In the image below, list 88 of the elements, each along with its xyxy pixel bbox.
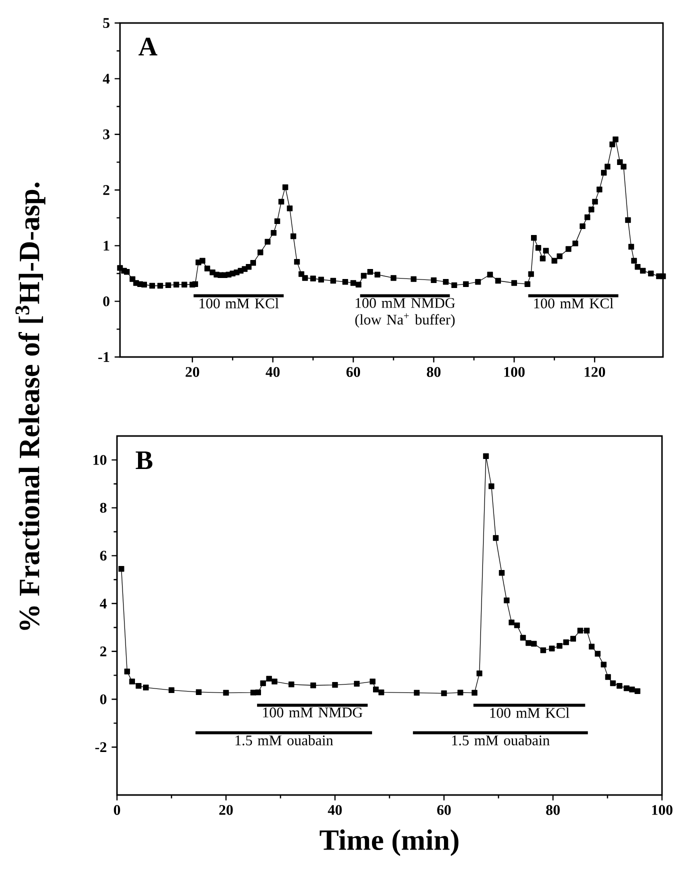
point bbox=[272, 678, 278, 684]
y-tick-label: -1 bbox=[98, 352, 110, 362]
point bbox=[378, 689, 384, 696]
x-tick-label: 40 bbox=[266, 367, 280, 377]
series-label: 1.5 mM ouabain bbox=[452, 735, 550, 746]
point bbox=[610, 680, 616, 686]
y-tick-label: 8 bbox=[100, 502, 106, 513]
x-tick-label: 60 bbox=[437, 805, 451, 815]
x-tick-label: 80 bbox=[426, 367, 441, 377]
point bbox=[488, 483, 494, 490]
x-tick-label: 100 bbox=[504, 367, 525, 377]
point bbox=[584, 628, 590, 634]
point bbox=[514, 622, 520, 628]
point bbox=[594, 650, 601, 657]
x-tick-label: 100 bbox=[652, 805, 672, 815]
y-tick-label: 4 bbox=[100, 598, 107, 608]
point bbox=[498, 570, 505, 576]
y-tick-label: 2 bbox=[103, 185, 110, 195]
point bbox=[476, 670, 482, 676]
series-label: 1.5 mM ouabain bbox=[236, 735, 334, 746]
series-label: 100 mM KCl bbox=[200, 298, 279, 308]
point bbox=[414, 690, 420, 696]
point bbox=[531, 640, 537, 647]
series-label: 100 mM KCl bbox=[490, 708, 570, 718]
point bbox=[260, 680, 266, 686]
point bbox=[483, 453, 489, 459]
chart-title: A bbox=[138, 38, 158, 56]
x-tick-label: 40 bbox=[328, 805, 342, 815]
y-tick-label: 5 bbox=[103, 18, 110, 28]
x-tick-label: 60 bbox=[346, 367, 360, 377]
x-axis-title: Time (min) bbox=[320, 829, 458, 856]
point bbox=[492, 535, 499, 541]
point bbox=[629, 686, 635, 692]
point bbox=[605, 674, 611, 680]
point bbox=[540, 647, 546, 654]
point bbox=[143, 684, 149, 690]
y-tick-label: 10 bbox=[93, 454, 106, 465]
x-tick-label: 120 bbox=[584, 367, 606, 377]
chart-title: B bbox=[136, 451, 152, 470]
x-tick-label: 0 bbox=[114, 805, 120, 815]
x-tick-label: 80 bbox=[546, 805, 560, 815]
y-tick-label: 6 bbox=[100, 550, 107, 561]
point bbox=[526, 640, 532, 646]
y-axis-title: % Fractional Release of [$^{3}$H]-D-asp. bbox=[15, 182, 46, 630]
point bbox=[168, 687, 174, 694]
point bbox=[129, 678, 135, 684]
point bbox=[370, 678, 376, 684]
y-tick-label: 2 bbox=[100, 646, 106, 656]
point bbox=[520, 634, 526, 641]
point bbox=[570, 636, 576, 642]
y-tick-label: 0 bbox=[103, 296, 110, 306]
point bbox=[354, 680, 360, 687]
y-tick-label: -2 bbox=[95, 742, 106, 752]
point bbox=[255, 689, 262, 696]
point bbox=[508, 620, 514, 626]
point bbox=[556, 643, 562, 649]
point bbox=[373, 686, 379, 692]
point bbox=[332, 682, 338, 688]
x-tick-label: 20 bbox=[186, 367, 200, 377]
point bbox=[588, 644, 595, 650]
point bbox=[634, 688, 640, 694]
point bbox=[563, 639, 569, 646]
point bbox=[223, 690, 229, 696]
point bbox=[549, 646, 555, 652]
point bbox=[196, 689, 202, 695]
point bbox=[457, 690, 464, 696]
point bbox=[288, 682, 294, 688]
point bbox=[266, 676, 272, 682]
point bbox=[441, 690, 447, 696]
y-tick-label: 4 bbox=[102, 74, 110, 84]
point bbox=[616, 682, 622, 689]
point bbox=[136, 682, 142, 689]
point bbox=[118, 566, 124, 572]
y-tick-label: 0 bbox=[100, 694, 106, 704]
series-label: 100 mM NMDG (low Na$^{+}$ buffer) bbox=[355, 298, 456, 328]
point bbox=[310, 682, 316, 688]
point bbox=[124, 668, 130, 674]
series-label: 100 mM KCl bbox=[534, 298, 614, 308]
point bbox=[504, 598, 510, 604]
point bbox=[624, 685, 630, 692]
y-tick-label: 1 bbox=[104, 240, 110, 251]
point bbox=[600, 662, 607, 668]
series-label: 100 mM NMDG bbox=[263, 708, 362, 718]
x-tick-label: 20 bbox=[219, 805, 233, 815]
point bbox=[472, 690, 478, 696]
point bbox=[577, 628, 584, 634]
y-tick-label: 3 bbox=[103, 129, 110, 140]
point bbox=[250, 690, 256, 696]
